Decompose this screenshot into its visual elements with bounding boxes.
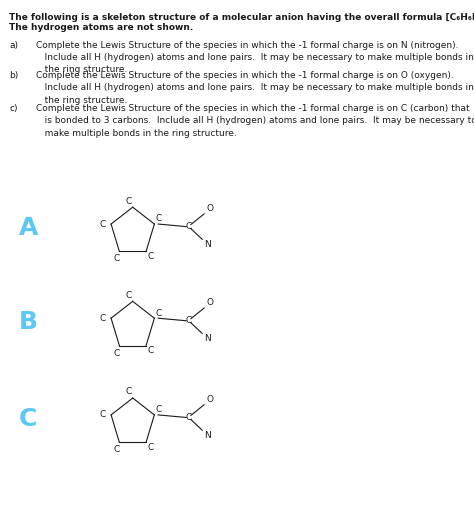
Text: Complete the Lewis Structure of the species in which the -1 formal charge is on : Complete the Lewis Structure of the spec… <box>36 41 474 74</box>
Text: C: C <box>100 410 106 419</box>
Text: The hydrogen atoms are not shown.: The hydrogen atoms are not shown. <box>9 23 194 32</box>
Text: C: C <box>148 346 154 355</box>
Text: C: C <box>100 219 106 229</box>
Text: C: C <box>156 405 162 414</box>
Text: O: O <box>207 204 214 213</box>
Text: C: C <box>185 413 191 422</box>
Text: C: C <box>156 308 162 318</box>
Text: N: N <box>204 431 211 440</box>
Text: C: C <box>114 349 120 358</box>
Text: Complete the Lewis Structure of the species in which the -1 formal charge is on : Complete the Lewis Structure of the spec… <box>36 104 474 137</box>
Text: C: C <box>148 252 154 261</box>
Text: C: C <box>185 316 191 325</box>
Text: C: C <box>100 314 106 323</box>
Text: C: C <box>148 443 154 452</box>
Text: A: A <box>19 216 38 240</box>
Text: C: C <box>185 222 191 231</box>
Text: B: B <box>19 310 38 334</box>
Text: N: N <box>204 240 211 249</box>
Text: b): b) <box>9 71 19 80</box>
Text: C: C <box>156 214 162 223</box>
Text: C: C <box>126 291 132 300</box>
Text: O: O <box>207 395 214 404</box>
Text: O: O <box>207 298 214 307</box>
Text: Complete the Lewis Structure of the species in which the -1 formal charge is on : Complete the Lewis Structure of the spec… <box>36 71 474 104</box>
Text: C: C <box>126 387 132 397</box>
Text: C: C <box>19 407 37 431</box>
Text: N: N <box>204 334 211 343</box>
Text: a): a) <box>9 41 18 50</box>
Text: C: C <box>126 196 132 206</box>
Text: c): c) <box>9 104 18 114</box>
Text: C: C <box>114 445 120 455</box>
Text: The following is a skeleton structure of a molecular anion having the overall fo: The following is a skeleton structure of… <box>9 13 474 22</box>
Text: C: C <box>114 254 120 264</box>
